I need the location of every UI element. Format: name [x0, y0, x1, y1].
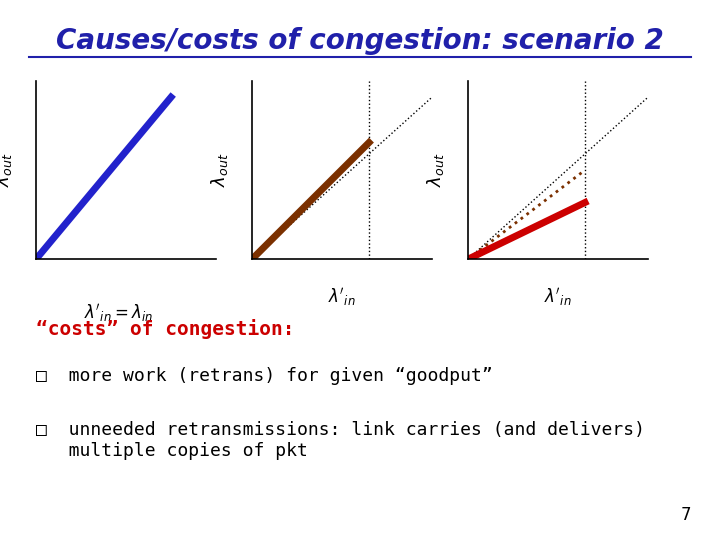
Text: $\lambda_{out}$: $\lambda_{out}$ — [0, 153, 14, 187]
Text: “costs” of congestion:: “costs” of congestion: — [36, 319, 294, 339]
Text: $\lambda'_{in}$: $\lambda'_{in}$ — [544, 286, 572, 308]
Text: □  unneeded retransmissions: link carries (and delivers)
   multiple copies of p: □ unneeded retransmissions: link carries… — [36, 421, 645, 460]
Text: □  more work (retrans) for given “goodput”: □ more work (retrans) for given “goodput… — [36, 367, 492, 385]
Text: $\lambda_{out}$: $\lambda_{out}$ — [209, 153, 230, 187]
Text: $\lambda'_{in} = \lambda_{in}$: $\lambda'_{in} = \lambda_{in}$ — [84, 302, 153, 324]
Text: 7: 7 — [680, 506, 691, 524]
Text: Causes/costs of congestion: scenario 2: Causes/costs of congestion: scenario 2 — [56, 27, 664, 55]
Text: $\lambda'_{in}$: $\lambda'_{in}$ — [328, 286, 356, 308]
Text: $\lambda_{out}$: $\lambda_{out}$ — [425, 153, 446, 187]
